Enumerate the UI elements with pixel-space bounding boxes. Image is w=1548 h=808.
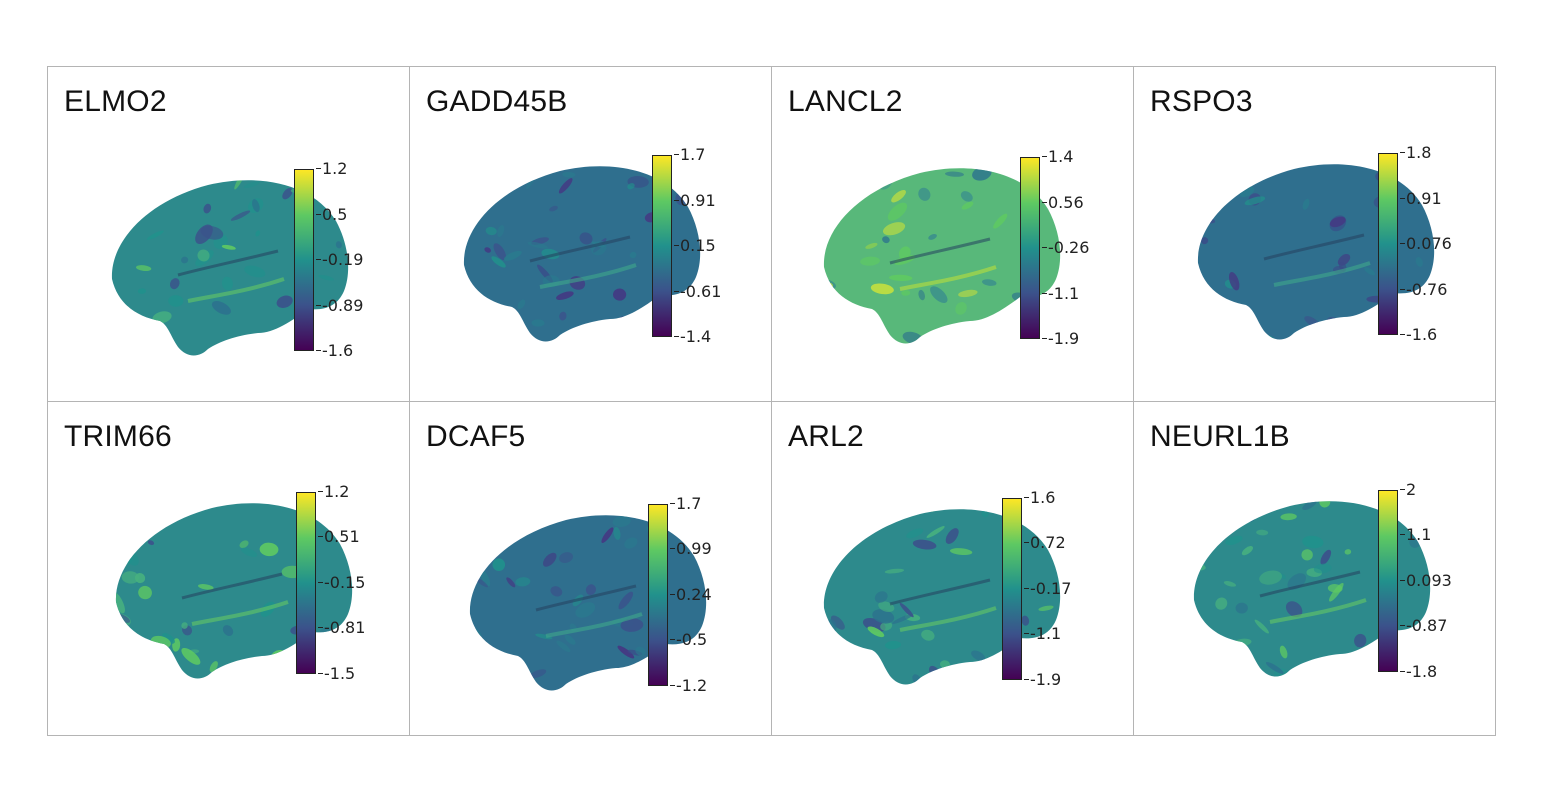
colorbar-tick-label: -1.1 <box>1041 283 1080 303</box>
gene-label: ELMO2 <box>64 85 167 118</box>
brain-surface-render <box>111 180 349 356</box>
colorbar-tick-label: 1.7 <box>669 493 702 513</box>
brain-surface-render <box>469 514 707 690</box>
colorbar-tick-label: 0.56 <box>1042 192 1084 212</box>
colorbar-tick-label: 0.15 <box>674 236 716 255</box>
gene-brain-grid: ELMO2 1.2 0.5 -0.19 -0.89 -1.6 GADD45B 1.7 0.… <box>47 66 1496 736</box>
colorbar-tick-label: 0.91 <box>674 190 716 210</box>
brain-surface-render <box>1193 500 1431 676</box>
colorbar-tick-label: 1.8 <box>1399 143 1432 162</box>
brain-surface-render <box>823 168 1061 344</box>
colorbar-tick-label: 1.1 <box>1399 525 1432 544</box>
colorbar-tick-label: 0.72 <box>1024 533 1066 552</box>
gene-label: NEURL1B <box>1150 419 1290 453</box>
brain-surface-render <box>823 508 1061 684</box>
colorbar-tick-label: 0.24 <box>670 584 712 604</box>
colorbar <box>294 169 314 351</box>
panel-lancl2: LANCL2 1.4 0.56 -0.26 -1.1 -1.9 <box>772 67 1134 402</box>
colorbar-tick-label: -1.6 <box>1399 325 1438 344</box>
brain-surface-render <box>1197 164 1435 340</box>
colorbar <box>652 155 672 337</box>
colorbar-tick-label: -0.89 <box>315 295 364 315</box>
gene-label: LANCL2 <box>788 85 903 118</box>
panel-rspo3: RSPO3 1.8 0.91 0.076 -0.76 -1.6 <box>1134 67 1496 402</box>
colorbar-tick-label: 1.6 <box>1023 487 1056 507</box>
colorbar-tick-label: -0.87 <box>1399 616 1448 635</box>
colorbar-tick-label: -0.61 <box>673 281 722 301</box>
colorbar-tick-label: 0.076 <box>1400 234 1452 253</box>
panel-trim66: TRIM66 1.2 0.51 -0.15 -0.81 -1.5 <box>48 401 410 736</box>
gene-label: DCAF5 <box>426 419 526 453</box>
gene-label: RSPO3 <box>1150 85 1253 118</box>
colorbar-tick-label: -0.17 <box>1023 578 1072 598</box>
brain-surface-render <box>463 166 701 342</box>
colorbar-tick-label: 0.51 <box>318 527 360 546</box>
colorbar <box>1002 497 1022 680</box>
panel-dcaf5: DCAF5 1.7 0.99 0.24 -0.5 -1.2 <box>410 401 772 736</box>
panel-neurl1b: NEURL1B 2 1.1 0.093 -0.87 -1.8 <box>1134 401 1496 736</box>
colorbar-tick-label: -1.9 <box>1041 329 1080 348</box>
colorbar <box>1378 489 1398 672</box>
panel-gadd45b: GADD45B 1.7 0.91 0.15 -0.61 -1.4 <box>410 67 772 402</box>
colorbar-tick-label: -0.26 <box>1041 238 1090 257</box>
colorbar-tick-label: 1.7 <box>673 145 706 164</box>
colorbar-tick-label: -0.19 <box>315 250 364 269</box>
panel-arl2: ARL2 1.6 0.72 -0.17 -1.1 -1.9 <box>772 401 1134 736</box>
gene-label: ARL2 <box>788 419 864 453</box>
colorbar <box>1378 153 1398 335</box>
colorbar-tick-label: 0.91 <box>1400 188 1442 208</box>
colorbar-tick-label: -1.4 <box>673 327 712 346</box>
colorbar-tick-label: -0.5 <box>669 630 708 649</box>
colorbar-tick-label: 2 <box>1399 479 1417 499</box>
colorbar-tick-label: -0.76 <box>1399 279 1448 299</box>
colorbar-tick-label: -0.81 <box>317 618 366 637</box>
colorbar <box>296 491 316 674</box>
gene-label: TRIM66 <box>64 419 172 453</box>
colorbar-tick-label: -1.2 <box>669 675 708 695</box>
brain-surface-render <box>115 502 353 678</box>
colorbar <box>648 503 668 686</box>
colorbar-tick-label: 0.093 <box>1400 570 1452 590</box>
colorbar-tick-label: 0.5 <box>315 204 348 224</box>
colorbar-tick-label: 1.4 <box>1041 147 1074 166</box>
panel-elmo2: ELMO2 1.2 0.5 -0.19 -0.89 -1.6 <box>48 67 410 402</box>
colorbar-tick-label: -0.15 <box>317 572 366 592</box>
gene-label: GADD45B <box>426 85 568 118</box>
colorbar-tick-label: -1.8 <box>1399 661 1438 681</box>
colorbar-tick-label: -1.5 <box>317 663 356 683</box>
colorbar-tick-label: -1.6 <box>315 341 354 360</box>
colorbar <box>1020 157 1040 339</box>
colorbar-tick-label: 1.2 <box>315 159 348 178</box>
colorbar-tick-label: -1.9 <box>1023 669 1062 689</box>
colorbar-tick-label: -1.1 <box>1023 624 1062 643</box>
colorbar-tick-label: 1.2 <box>317 481 350 501</box>
colorbar-tick-label: 0.99 <box>670 539 712 558</box>
